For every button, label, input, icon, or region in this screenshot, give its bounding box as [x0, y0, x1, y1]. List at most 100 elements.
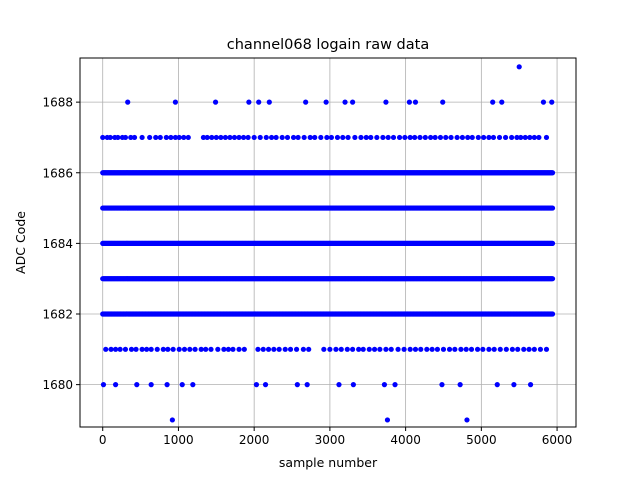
- data-point: [112, 346, 119, 352]
- data-point: [511, 382, 517, 388]
- data-point: [374, 134, 380, 141]
- data-point: [496, 134, 503, 141]
- data-point: [327, 346, 333, 352]
- data-point: [392, 382, 398, 388]
- data-point: [222, 134, 228, 141]
- y-tick-label: 1682: [42, 308, 73, 322]
- data-point: [170, 346, 176, 352]
- data-point: [303, 99, 309, 105]
- data-point: [440, 346, 447, 352]
- data-point: [412, 134, 418, 141]
- data-point: [509, 346, 515, 352]
- data-point: [418, 346, 424, 352]
- data-point: [290, 134, 297, 141]
- data-point: [457, 382, 463, 388]
- axis-ticks: 0 1000 2000 3000 4000 5000 6000 1680 1682 1684 168…: [42, 96, 572, 447]
- data-point: [368, 134, 374, 141]
- data-point: [231, 134, 238, 141]
- data-point: [271, 346, 277, 352]
- data-point: [412, 346, 419, 352]
- data-point: [107, 134, 113, 141]
- data-point: [366, 346, 372, 352]
- y-tick-label: 1680: [42, 378, 73, 392]
- data-point: [230, 346, 236, 352]
- data-point: [459, 134, 466, 141]
- data-point: [521, 346, 527, 352]
- data-point: [287, 346, 294, 352]
- data-point: [475, 134, 481, 141]
- data-point: [499, 99, 505, 105]
- data-point: [481, 134, 487, 141]
- data-point: [468, 346, 475, 352]
- data-point: [212, 99, 219, 105]
- data-point: [260, 346, 266, 352]
- data-point: [253, 382, 260, 388]
- data-point: [494, 382, 500, 388]
- data-point: [172, 99, 179, 105]
- data-point: [256, 99, 262, 105]
- data-point: [103, 346, 109, 352]
- data-point: [527, 382, 534, 388]
- data-point: [131, 134, 138, 141]
- data-point: [144, 346, 150, 352]
- data-point: [179, 382, 185, 388]
- data-point: [128, 346, 135, 352]
- data-point: [350, 99, 356, 105]
- data-point: [133, 346, 139, 352]
- data-point: [503, 346, 509, 352]
- data-point: [122, 134, 129, 141]
- data-point: [236, 346, 242, 352]
- y-tick-label: 1686: [42, 166, 73, 180]
- data-point: [486, 346, 492, 352]
- data-point: [537, 346, 544, 352]
- data-point: [307, 134, 313, 141]
- data-point: [181, 346, 188, 352]
- data-point: [344, 346, 350, 352]
- data-point: [227, 134, 233, 141]
- data-point: [543, 134, 550, 141]
- data-point: [412, 99, 419, 105]
- data-point: [363, 134, 369, 141]
- data-point: [153, 134, 159, 141]
- data-point: [338, 346, 344, 352]
- data-point: [396, 134, 403, 141]
- data-point: [154, 346, 160, 352]
- data-point: [139, 134, 145, 141]
- data-point: [543, 346, 550, 352]
- data-point: [209, 134, 215, 141]
- data-point: [304, 382, 310, 388]
- data-point: [464, 417, 470, 423]
- data-point: [360, 346, 366, 352]
- data-point: [516, 64, 522, 70]
- data-point: [245, 134, 251, 141]
- data-point: [185, 134, 191, 141]
- data-point: [312, 134, 318, 141]
- data-point: [139, 346, 145, 352]
- data-point: [157, 134, 163, 141]
- data-point: [240, 134, 247, 141]
- data-point: [549, 276, 556, 282]
- data-point: [407, 134, 413, 141]
- x-tick-label: 4000: [390, 433, 421, 447]
- data-point: [265, 346, 272, 352]
- data-point: [263, 134, 269, 141]
- data-point: [198, 346, 204, 352]
- data-point: [284, 134, 291, 141]
- data-point: [262, 382, 269, 388]
- data-point: [164, 382, 170, 388]
- data-point: [549, 170, 556, 176]
- data-point: [148, 382, 154, 388]
- data-point: [549, 205, 556, 211]
- data-point: [526, 346, 532, 352]
- data-point: [350, 346, 356, 352]
- y-axis-label: ADC Code: [13, 211, 28, 274]
- data-point: [381, 382, 388, 388]
- data-point: [213, 134, 219, 141]
- data-point: [168, 134, 174, 141]
- data-point: [383, 346, 389, 352]
- data-point: [377, 346, 383, 352]
- data-point: [443, 134, 449, 141]
- data-point: [236, 134, 242, 141]
- data-point: [531, 346, 537, 352]
- data-point: [208, 346, 214, 352]
